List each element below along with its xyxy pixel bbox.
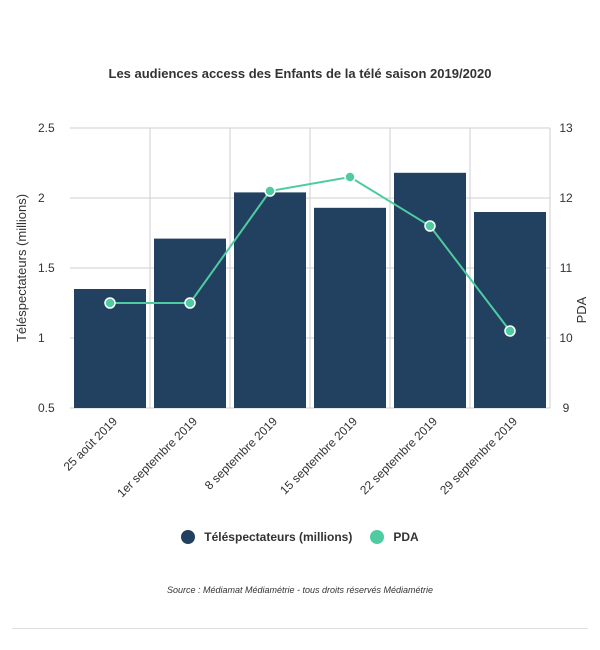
y-axis-title-left: Téléspectateurs (millions) (14, 194, 29, 342)
y-tick-label-right: 13 (559, 121, 573, 135)
y-tick-label-right: 9 (563, 401, 570, 415)
bar (74, 289, 146, 408)
y-tick-label-left: 2.5 (38, 121, 55, 135)
y-tick-label-left: 1 (38, 331, 45, 345)
pda-line (110, 175, 511, 332)
pda-point (184, 297, 196, 309)
x-tick-label: 8 septembre 2019 (202, 414, 281, 493)
y-tick-label-left: 2 (38, 191, 45, 205)
bar (234, 192, 306, 408)
bar-layer (74, 172, 546, 408)
pda-point (264, 185, 276, 197)
x-tick-label: 15 septembre 2019 (277, 414, 360, 497)
legend-swatch-pda (370, 530, 385, 544)
chart-title: Les audiences access des Enfants de la t… (108, 66, 492, 81)
legend-item-viewers[interactable]: Téléspectateurs (millions) (181, 530, 352, 544)
x-tick-label: 25 août 2019 (61, 414, 121, 474)
bar (314, 207, 386, 408)
y-tick-label-right: 10 (559, 331, 573, 345)
legend-label-pda: PDA (393, 530, 419, 544)
y-tick-label-left: 1.5 (38, 261, 55, 275)
line-layer (104, 171, 516, 337)
x-tick-label: 29 septembre 2019 (437, 414, 520, 497)
legend-item-pda[interactable]: PDA (370, 530, 419, 544)
bar (394, 172, 466, 408)
legend-label-viewers: Téléspectateurs (millions) (204, 530, 353, 544)
pda-point (424, 220, 436, 232)
pda-point (104, 297, 116, 309)
legend: Téléspectateurs (millions) PDA (0, 530, 600, 544)
x-tick-label: 1er septembre 2019 (114, 414, 200, 500)
bar (154, 238, 226, 408)
y-tick-label-right: 11 (560, 261, 573, 275)
source-note: Source : Médiamat Médiamétrie - tous dro… (166, 585, 434, 595)
y-tick-label-right: 12 (559, 191, 573, 205)
pda-point (344, 171, 356, 183)
y-tick-label-left: 0.5 (38, 401, 55, 415)
y-axis-title-right: PDA (574, 296, 589, 323)
x-tick-label: 22 septembre 2019 (357, 414, 440, 497)
bar (474, 212, 546, 408)
pda-point (504, 325, 516, 337)
legend-swatch-viewers (181, 530, 196, 544)
bottom-divider (12, 628, 588, 629)
grid-layer (70, 127, 551, 409)
